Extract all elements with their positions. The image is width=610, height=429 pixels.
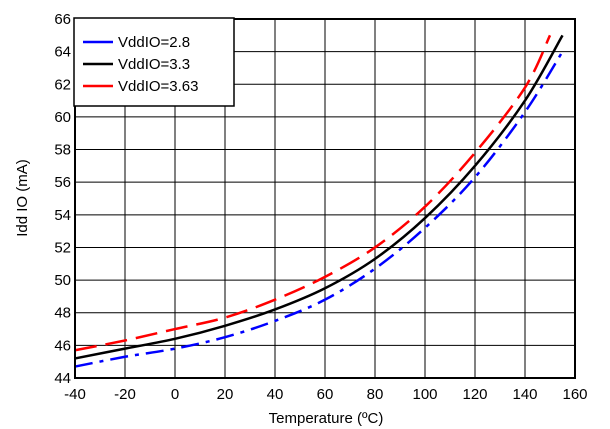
x-tick-label: 0 xyxy=(171,386,179,403)
x-tick-label: 20 xyxy=(217,386,234,403)
x-tick-label: 80 xyxy=(367,386,384,403)
x-tick-label: -40 xyxy=(64,386,86,403)
legend-label-2: VddIO=3.3 xyxy=(118,56,190,73)
legend-box xyxy=(73,17,235,107)
y-tick-label: 62 xyxy=(54,76,71,93)
y-tick-label: 54 xyxy=(54,207,71,224)
series-line-3 xyxy=(74,34,552,352)
y-tick-label: 56 xyxy=(54,174,71,191)
y-tick-label: 44 xyxy=(54,370,71,387)
legend-label-1: VddIO=2.8 xyxy=(118,34,190,51)
series-line-2 xyxy=(74,34,564,360)
x-axis-label: Temperature (ºC) xyxy=(269,410,384,427)
x-tick-label: 60 xyxy=(317,386,334,403)
y-tick-label: 52 xyxy=(54,239,71,256)
y-tick-label: 64 xyxy=(54,44,71,61)
y-axis-label: Idd IO (mA) xyxy=(14,159,31,237)
x-tick-label: 40 xyxy=(267,386,284,403)
x-tick-label: 120 xyxy=(462,386,487,403)
y-tick-labels: 44 46 48 50 52 54 56 58 60 62 64 66 xyxy=(54,11,71,387)
series-layer xyxy=(74,34,564,368)
plot-frame xyxy=(74,18,576,379)
legend: VddIO=2.8 VddIO=3.3 VddIO=3.63 xyxy=(73,17,235,107)
y-tick-label: 48 xyxy=(54,305,71,322)
y-tick-label: 50 xyxy=(54,272,71,289)
x-tick-label: -20 xyxy=(114,386,136,403)
y-tick-label: 58 xyxy=(54,142,71,159)
y-tick-label: 66 xyxy=(54,11,71,28)
y-tick-label: 46 xyxy=(54,337,71,354)
x-tick-labels: -40 -20 0 20 40 60 80 100 120 140 160 xyxy=(64,386,587,403)
y-tick-label: 60 xyxy=(54,109,71,126)
x-tick-label: 140 xyxy=(512,386,537,403)
x-tick-label: 160 xyxy=(562,386,587,403)
legend-label-3: VddIO=3.63 xyxy=(118,78,198,95)
x-tick-label: 100 xyxy=(412,386,437,403)
